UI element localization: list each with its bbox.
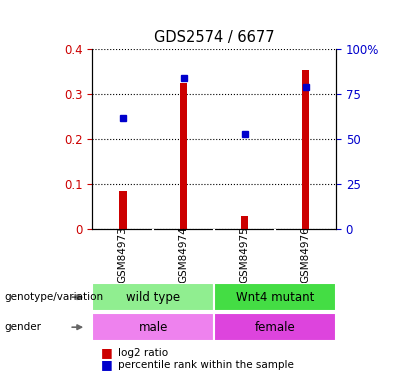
Text: GSM84976: GSM84976 [301, 226, 310, 284]
Text: percentile rank within the sample: percentile rank within the sample [118, 360, 294, 370]
Text: GSM84974: GSM84974 [179, 226, 189, 284]
Text: Wnt4 mutant: Wnt4 mutant [236, 291, 314, 304]
Text: GSM84973: GSM84973 [118, 226, 128, 284]
Bar [241, 216, 248, 229]
Bar [180, 82, 187, 229]
Text: genotype/variation: genotype/variation [4, 292, 103, 302]
Text: gender: gender [4, 322, 41, 332]
Text: female: female [255, 321, 296, 334]
Text: log2 ratio: log2 ratio [118, 348, 168, 358]
Text: male: male [139, 321, 168, 334]
Bar [119, 190, 126, 229]
Bar [214, 313, 336, 341]
Text: ■: ■ [101, 346, 113, 359]
Text: ■: ■ [101, 358, 113, 371]
Bar [214, 283, 336, 311]
Bar [92, 313, 214, 341]
Bar [302, 70, 309, 229]
Title: GDS2574 / 6677: GDS2574 / 6677 [154, 30, 275, 45]
Text: wild type: wild type [126, 291, 180, 304]
Text: GSM84975: GSM84975 [240, 226, 249, 284]
Bar [92, 283, 214, 311]
